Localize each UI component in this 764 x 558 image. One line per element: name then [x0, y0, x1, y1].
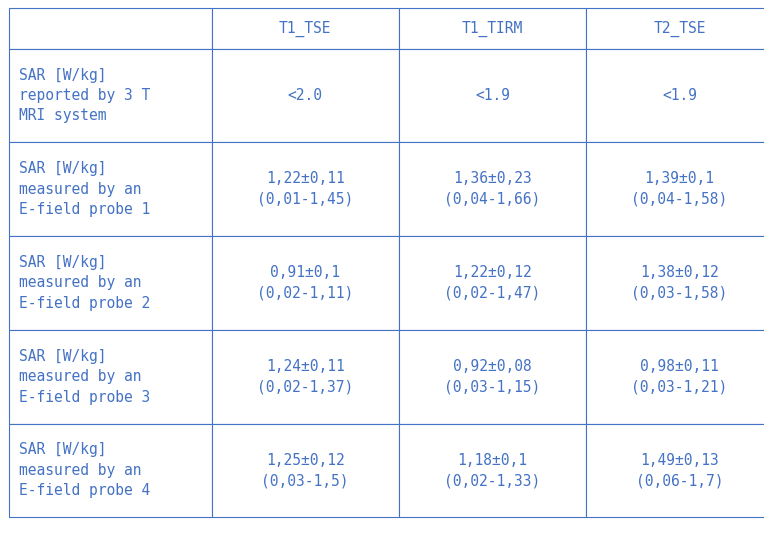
Bar	[399, 424, 586, 517]
Bar	[399, 142, 586, 236]
Bar	[586, 330, 764, 424]
Bar	[212, 49, 399, 142]
Bar	[9, 49, 212, 142]
Bar	[212, 236, 399, 330]
Text: 1,39±0,1
(0,04-1,58): 1,39±0,1 (0,04-1,58)	[632, 171, 727, 207]
Text: SAR [W/kg]
measured by an
E-field probe 1: SAR [W/kg] measured by an E-field probe …	[19, 161, 151, 217]
Text: SAR [W/kg]
measured by an
E-field probe 2: SAR [W/kg] measured by an E-field probe …	[19, 255, 151, 311]
Bar	[9, 142, 212, 236]
Bar	[586, 142, 764, 236]
Text: T2_TSE: T2_TSE	[653, 20, 706, 37]
Bar	[586, 424, 764, 517]
Text: SAR [W/kg]
reported by 3 T
MRI system: SAR [W/kg] reported by 3 T MRI system	[19, 68, 151, 123]
Bar	[399, 330, 586, 424]
Bar	[9, 330, 212, 424]
Bar	[399, 236, 586, 330]
Bar	[399, 49, 586, 142]
Text: 0,92±0,08
(0,03-1,15): 0,92±0,08 (0,03-1,15)	[445, 359, 540, 395]
Bar	[586, 8, 764, 49]
Bar	[9, 236, 212, 330]
Bar	[212, 330, 399, 424]
Text: SAR [W/kg]
measured by an
E-field probe 3: SAR [W/kg] measured by an E-field probe …	[19, 349, 151, 405]
Text: 1,22±0,11
(0,01-1,45): 1,22±0,11 (0,01-1,45)	[257, 171, 353, 207]
Bar	[212, 8, 399, 49]
Text: 1,49±0,13
(0,06-1,7): 1,49±0,13 (0,06-1,7)	[636, 453, 724, 488]
Bar	[9, 424, 212, 517]
Text: <1.9: <1.9	[662, 88, 697, 103]
Text: 1,24±0,11
(0,02-1,37): 1,24±0,11 (0,02-1,37)	[257, 359, 353, 395]
Bar	[9, 8, 212, 49]
Text: 0,98±0,11
(0,03-1,21): 0,98±0,11 (0,03-1,21)	[632, 359, 727, 395]
Text: 1,22±0,12
(0,02-1,47): 1,22±0,12 (0,02-1,47)	[445, 265, 540, 301]
Text: <2.0: <2.0	[288, 88, 322, 103]
Text: T1_TIRM: T1_TIRM	[461, 20, 523, 37]
Bar	[586, 49, 764, 142]
Text: 1,38±0,12
(0,03-1,58): 1,38±0,12 (0,03-1,58)	[632, 265, 727, 301]
Text: 1,36±0,23
(0,04-1,66): 1,36±0,23 (0,04-1,66)	[445, 171, 540, 207]
Text: T1_TSE: T1_TSE	[279, 20, 332, 37]
Text: 0,91±0,1
(0,02-1,11): 0,91±0,1 (0,02-1,11)	[257, 265, 353, 301]
Text: 1,25±0,12
(0,03-1,5): 1,25±0,12 (0,03-1,5)	[261, 453, 349, 488]
Bar	[212, 142, 399, 236]
Bar	[399, 8, 586, 49]
Text: <1.9: <1.9	[475, 88, 510, 103]
Bar	[586, 236, 764, 330]
Bar	[212, 424, 399, 517]
Text: 1,18±0,1
(0,02-1,33): 1,18±0,1 (0,02-1,33)	[445, 453, 540, 488]
Text: SAR [W/kg]
measured by an
E-field probe 4: SAR [W/kg] measured by an E-field probe …	[19, 442, 151, 498]
